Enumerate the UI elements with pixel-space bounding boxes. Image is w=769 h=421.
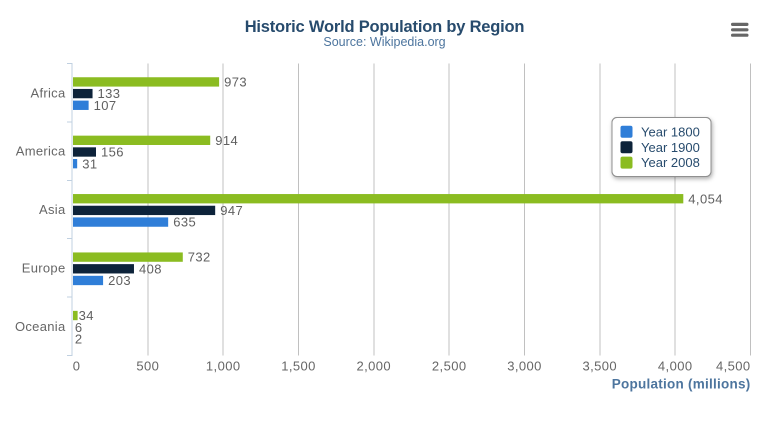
svg-text:6: 6 <box>75 320 83 335</box>
svg-text:947: 947 <box>220 203 243 218</box>
svg-text:Europe: Europe <box>22 261 66 276</box>
svg-text:Oceania: Oceania <box>15 319 66 334</box>
svg-text:732: 732 <box>188 250 211 265</box>
svg-text:Year 1800: Year 1800 <box>641 124 700 139</box>
svg-text:156: 156 <box>101 145 124 160</box>
svg-text:4,000: 4,000 <box>658 359 693 374</box>
svg-text:203: 203 <box>108 273 131 288</box>
svg-text:500: 500 <box>136 359 159 374</box>
svg-text:1,500: 1,500 <box>281 359 316 374</box>
svg-text:4,054: 4,054 <box>688 191 723 206</box>
svg-text:4,500: 4,500 <box>716 359 751 374</box>
svg-text:Historic World Population by R: Historic World Population by Region <box>245 18 525 36</box>
svg-text:635: 635 <box>173 215 196 230</box>
svg-text:133: 133 <box>98 86 121 101</box>
svg-text:Year 2008: Year 2008 <box>641 155 700 170</box>
svg-text:America: America <box>16 144 66 159</box>
svg-text:34: 34 <box>79 308 94 323</box>
svg-text:Asia: Asia <box>39 202 66 217</box>
svg-text:914: 914 <box>215 133 238 148</box>
svg-text:3,500: 3,500 <box>583 359 618 374</box>
svg-text:107: 107 <box>94 98 117 113</box>
svg-text:Population (millions): Population (millions) <box>612 377 751 392</box>
svg-text:2,000: 2,000 <box>357 359 392 374</box>
svg-text:31: 31 <box>82 156 97 171</box>
svg-text:408: 408 <box>139 261 162 276</box>
svg-text:2: 2 <box>75 332 83 347</box>
svg-text:1,000: 1,000 <box>206 359 241 374</box>
svg-text:Source: Wikipedia.org: Source: Wikipedia.org <box>323 35 445 49</box>
svg-text:3,000: 3,000 <box>507 359 542 374</box>
svg-text:973: 973 <box>224 75 247 90</box>
svg-text:Year 1900: Year 1900 <box>641 140 700 155</box>
svg-text:2,500: 2,500 <box>432 359 467 374</box>
svg-text:Africa: Africa <box>30 85 65 100</box>
svg-text:0: 0 <box>73 359 81 374</box>
